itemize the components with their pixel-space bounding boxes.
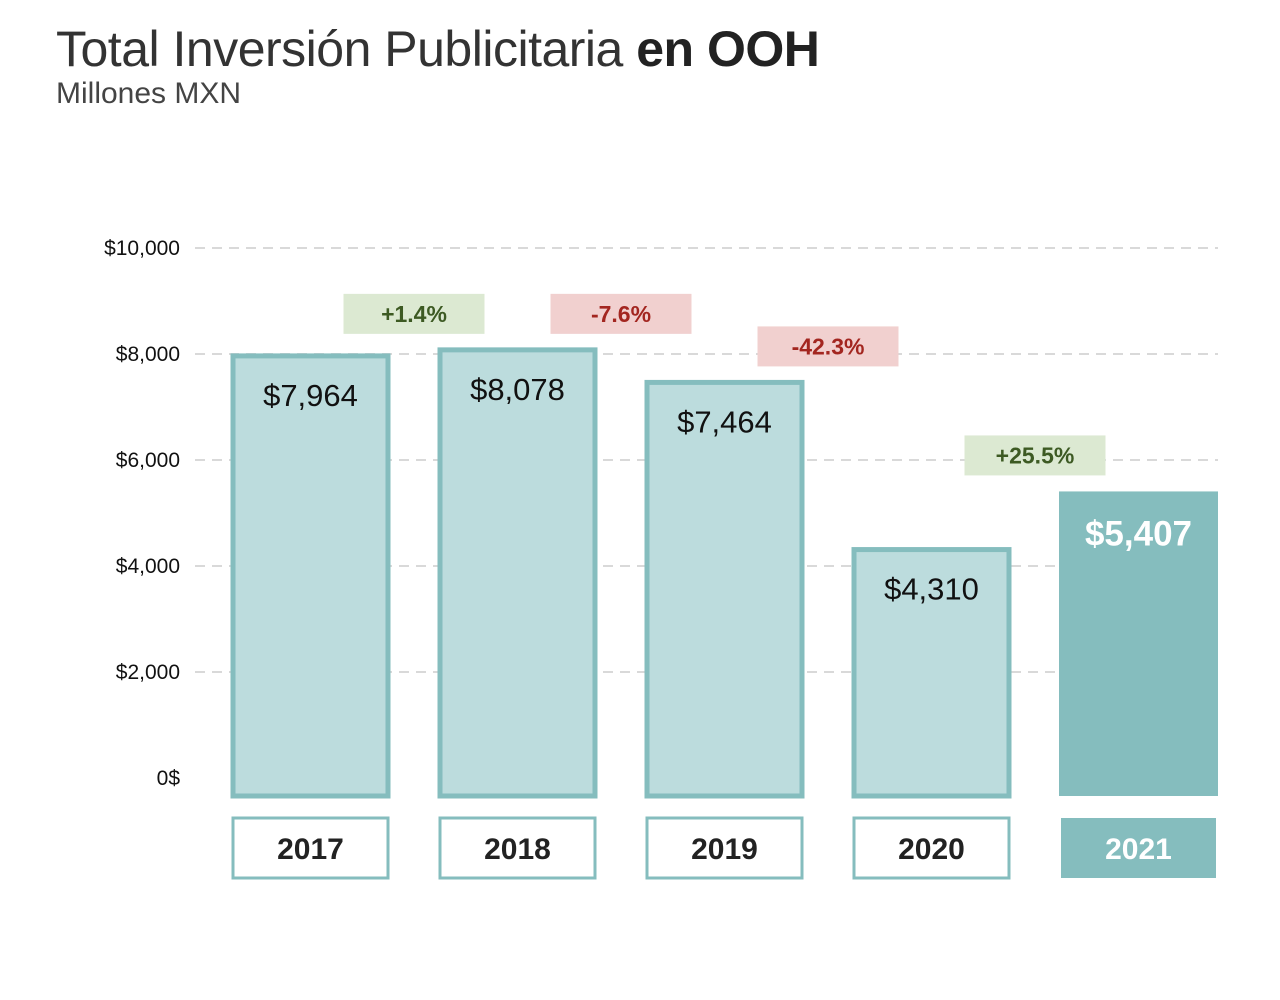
bar-2017 (230, 353, 391, 799)
chart-title: Total Inversión Publicitaria en OOH (56, 18, 820, 80)
change-badge-bg (343, 293, 485, 334)
category-box-2021 (1061, 818, 1216, 878)
value-label-2020: $4,310 (884, 572, 979, 607)
bar-2019 (644, 379, 805, 799)
category-label-2018: 2018 (484, 833, 551, 866)
chart-subtitle: Millones MXN (56, 77, 242, 110)
change-badge-label: +1.4% (381, 301, 447, 327)
y-tick-label: $2,000 (116, 661, 180, 684)
y-tick-label: $4,000 (116, 555, 180, 578)
value-label-2021: $5,407 (1085, 514, 1192, 553)
bar-2020 (851, 547, 1012, 799)
category-box-2017 (231, 816, 390, 880)
y-tick-label: 0$ (157, 767, 181, 790)
y-tick-label: $10,000 (104, 237, 180, 260)
value-label-2018: $8,078 (470, 372, 565, 407)
change-badges: +1.4% -7.6% -42.3% +25.5% (343, 293, 1106, 476)
x-axis: 2017 2018 2019 2020 2021 (231, 816, 1216, 880)
change-badge-label: -42.3% (792, 333, 865, 359)
category-label-2021: 2021 (1105, 833, 1172, 866)
chart-title-main: Total Inversión Publicitaria (56, 21, 637, 77)
change-badge-label: -7.6% (591, 301, 651, 327)
change-badge-bg (757, 326, 899, 367)
change-badge-label: +25.5% (996, 442, 1075, 468)
category-box-2019 (645, 816, 804, 880)
value-label-2019: $7,464 (677, 404, 772, 439)
category-label-2020: 2020 (898, 833, 965, 866)
change-badge-bg (550, 293, 692, 334)
category-box-2020 (852, 816, 1011, 880)
category-box-2018 (438, 816, 597, 880)
change-badge-bg (964, 435, 1106, 476)
y-tick-label: $6,000 (116, 449, 180, 472)
value-label-2017: $7,964 (263, 378, 358, 413)
category-label-2019: 2019 (691, 833, 758, 866)
y-tick-label: $8,000 (116, 343, 180, 366)
bar-2018 (437, 347, 598, 799)
bar-2021 (1059, 491, 1218, 796)
chart-title-emphasis: en OOH (636, 21, 820, 77)
bars: $7,964 $8,078 $7,464 $4,310 $5,407 (230, 347, 1218, 799)
y-axis: 0$ $2,000 $4,000 $6,000 $8,000 $10,000 (104, 237, 180, 790)
title-block: Total Inversión Publicitaria en OOH Mill… (56, 18, 820, 112)
category-label-2017: 2017 (277, 833, 344, 866)
